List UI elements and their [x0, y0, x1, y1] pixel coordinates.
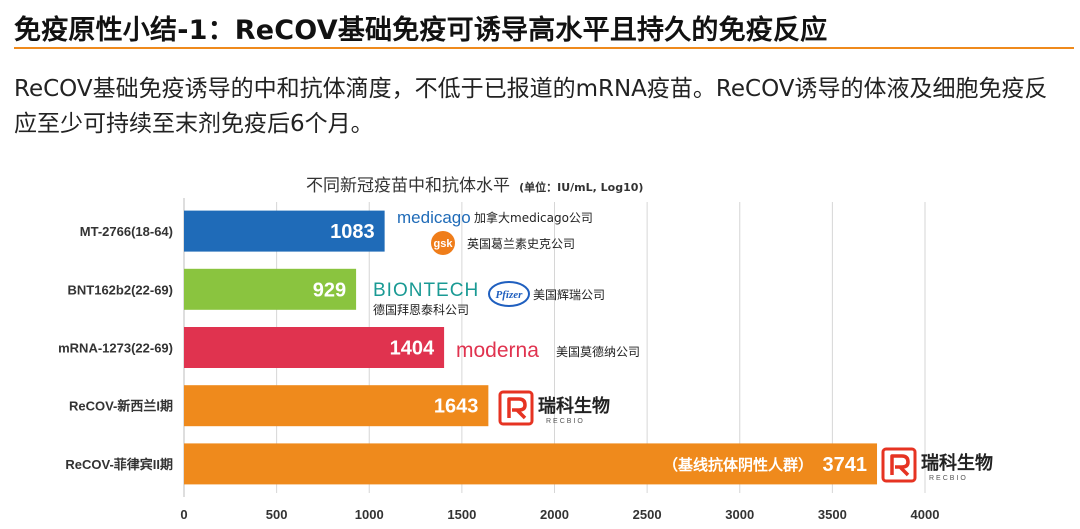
chart-title: 不同新冠疫苗中和抗体水平 (单位：IU/mL, Log10): [306, 176, 643, 196]
bar: [184, 443, 878, 485]
gsk-logo: gsk: [431, 231, 455, 255]
chart-title-unit: (单位：IU/mL, Log10): [519, 180, 643, 194]
value-label: 1643: [434, 396, 479, 418]
bar: [184, 385, 489, 427]
recbio-logo: 瑞科生物 RECBIO: [498, 390, 610, 426]
recbio-logo-en: RECBIO: [546, 418, 585, 425]
biontech-logo: BIONTECH: [373, 280, 479, 301]
value-label: 1083: [330, 221, 375, 243]
x-tick-label: 0: [180, 507, 187, 522]
x-tick-label: 3500: [818, 507, 847, 522]
category-label: ReCOV-菲律宾II期: [65, 457, 173, 472]
gsk-logo-mark: [431, 231, 455, 255]
x-tick-label: 2500: [633, 507, 662, 522]
x-axis-ticks: 0 500 1000 1500 2000 2500 3000 3500 4000: [180, 507, 939, 522]
x-tick-label: 3000: [725, 507, 754, 522]
recbio-logo-mark: [881, 447, 917, 483]
recbio-logo-en: RECBIO: [929, 475, 968, 482]
value-label: 1404: [390, 338, 435, 360]
recbio-logo-mark: [498, 390, 534, 426]
biontech-company-name: 德国拜恩泰科公司: [373, 302, 469, 317]
x-tick-label: 500: [266, 507, 288, 522]
biontech-logo-text: BIONTECH: [373, 280, 479, 301]
title-divider: [14, 47, 1074, 49]
medicago-company-name: 加拿大medicago公司: [474, 210, 593, 225]
recbio-logo-cn: 瑞科生物: [921, 452, 993, 474]
pfizer-logo: Pfizer: [488, 281, 530, 307]
medicago-logo-text: medicago: [397, 208, 471, 227]
category-labels: MT-2766(18-64) BNT162b2(22-69) mRNA-1273(2…: [58, 224, 173, 472]
pfizer-company-name: 美国辉瑞公司: [533, 288, 605, 302]
gsk-logo-text: gsk: [434, 238, 454, 250]
x-tick-label: 1500: [447, 507, 476, 522]
x-tick-label: 4000: [911, 507, 940, 522]
page-title: 免疫原性小结-1：ReCOV基础免疫可诱导高水平且持久的免疫反应: [14, 15, 828, 46]
moderna-logo: moderna: [456, 339, 539, 362]
value-label: 3741: [823, 454, 868, 476]
summary-text: ReCOV基础免疫诱导的中和抗体滴度，不低于已报道的mRNA疫苗。ReCOV诱导…: [14, 76, 1048, 137]
pfizer-logo-text: Pfizer: [496, 289, 524, 301]
category-label: ReCOV-新西兰I期: [69, 399, 173, 414]
value-label: 929: [313, 279, 346, 301]
bar: [184, 327, 445, 368]
bars: [184, 210, 878, 485]
medicago-logo: medicago: [397, 208, 471, 227]
chart-title-main: 不同新冠疫苗中和抗体水平: [306, 176, 510, 196]
moderna-company-name: 美国莫德纳公司: [556, 344, 640, 359]
pfizer-logo-mark: [488, 281, 530, 307]
bar-annotation: （基线抗体阴性人群）: [663, 456, 813, 474]
recbio-logo-cn: 瑞科生物: [538, 395, 610, 417]
x-tick-label: 2000: [540, 507, 569, 522]
category-label: mRNA-1273(22-69): [58, 341, 173, 356]
moderna-logo-text: moderna: [456, 339, 539, 362]
category-label: BNT162b2(22-69): [68, 282, 174, 297]
bar: [184, 210, 385, 252]
x-tick-label: 1000: [355, 507, 384, 522]
gsk-company-name: 英国葛兰素史克公司: [467, 237, 575, 251]
value-labels: 1083 929 1404 1643 3741 （基线抗体阴性人群）: [313, 221, 867, 476]
bar: [184, 268, 357, 310]
recbio-logo: 瑞科生物 RECBIO: [881, 447, 993, 483]
category-label: MT-2766(18-64): [80, 224, 173, 239]
